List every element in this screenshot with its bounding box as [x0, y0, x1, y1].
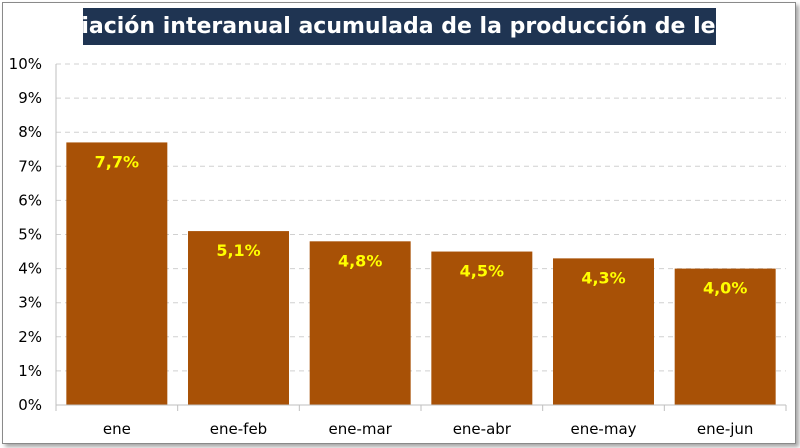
y-tick-label: 7% [18, 157, 42, 175]
bars [66, 142, 776, 405]
bar [431, 251, 533, 405]
x-category-label: ene-jun [697, 420, 754, 438]
axes [55, 64, 787, 411]
y-axis-ticks: 0% 1% 2% 3% 4% 5% 6% 7% 8% 9% 10% [9, 55, 42, 414]
y-tick-label: 10% [9, 55, 42, 73]
y-tick-label: 8% [18, 123, 42, 141]
chart-title: Variación interanual acumulada de la pro… [39, 14, 760, 39]
bar [309, 241, 411, 405]
bar [188, 231, 289, 405]
y-tick-label: 5% [18, 226, 42, 244]
y-tick-label: 1% [18, 362, 42, 380]
x-category-label: ene-abr [453, 420, 512, 438]
y-tick-label: 6% [18, 191, 42, 209]
bar [553, 258, 654, 405]
x-category-label: ene [103, 420, 131, 438]
data-label: 4,8% [338, 251, 382, 270]
data-label: 4,0% [703, 279, 747, 298]
x-axis-categories: ene ene-feb ene-mar ene-abr ene-may ene-jun [103, 420, 754, 438]
data-label: 5,1% [216, 241, 260, 260]
bar [66, 142, 168, 405]
data-label: 4,3% [581, 268, 625, 287]
y-tick-label: 2% [18, 328, 42, 346]
data-label: 4,5% [460, 262, 504, 281]
data-label: 7,7% [95, 152, 139, 171]
gridlines [56, 63, 786, 372]
x-category-label: ene-may [570, 420, 636, 438]
x-category-label: ene-mar [328, 420, 392, 438]
bar [674, 268, 776, 405]
data-labels: 7,7% 5,1% 4,8% 4,5% 4,3% 4,0% [95, 152, 748, 297]
y-tick-label: 3% [18, 294, 42, 312]
y-tick-label: 4% [18, 260, 42, 278]
y-tick-label: 0% [18, 396, 42, 414]
y-tick-label: 9% [18, 89, 42, 107]
x-category-label: ene-feb [210, 420, 267, 438]
chart-title-box: Variación interanual acumulada de la pro… [40, 8, 759, 45]
